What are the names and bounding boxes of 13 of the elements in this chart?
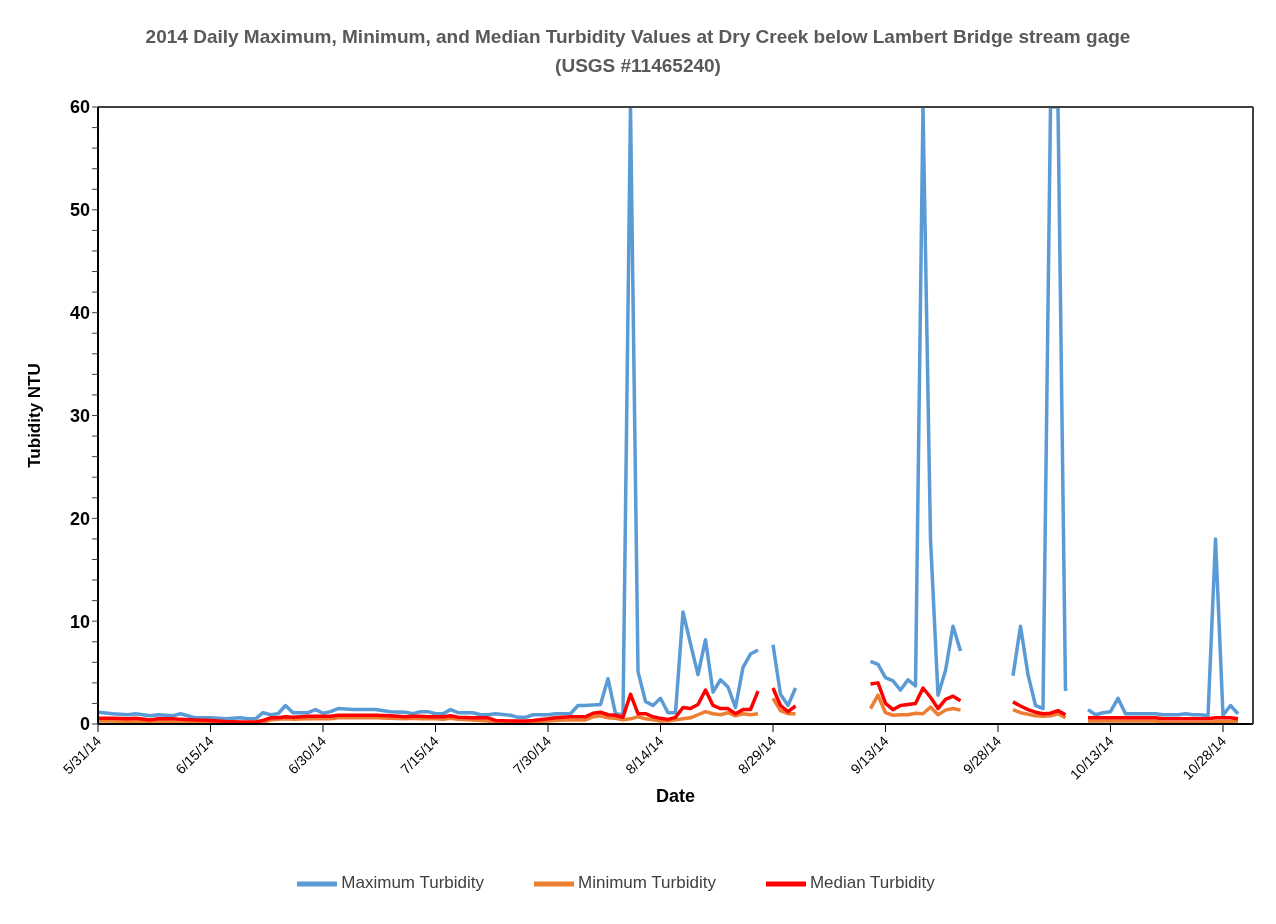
x-axis-title: Date bbox=[655, 786, 696, 806]
y-tick-label: 10 bbox=[69, 611, 90, 632]
legend-label: Maximum Turbidity bbox=[341, 873, 484, 893]
y-tick-label: 40 bbox=[69, 303, 90, 324]
y-axis-title: Tubidity NTU bbox=[25, 363, 45, 468]
y-tick-label: 30 bbox=[69, 405, 90, 426]
y-tick-label: 60 bbox=[69, 97, 90, 118]
legend-label: Minimum Turbidity bbox=[577, 873, 716, 893]
y-tick-label: 20 bbox=[69, 508, 90, 529]
legend-label: Median Turbidity bbox=[809, 873, 935, 893]
chart-title: 2014 Daily Maximum, Minimum, and Median Turbidity Values at Dry Creek below Lambert Bridge stream gage (USGS #11465240) bbox=[144, 25, 1132, 78]
y-tick-label: 50 bbox=[69, 200, 90, 221]
y-tick-label: 0 bbox=[79, 714, 90, 735]
